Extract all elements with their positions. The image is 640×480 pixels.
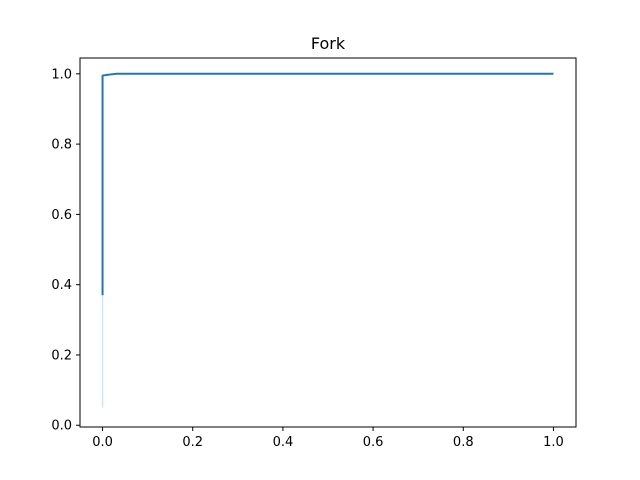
y-tick-label: 0.6	[51, 208, 72, 223]
y-tick-label: 0.8	[51, 138, 72, 153]
plot-area	[101, 72, 554, 408]
y-tick-label: 0.0	[51, 419, 72, 434]
y-tick-label: 0.2	[51, 348, 72, 363]
series-line-0	[101, 72, 554, 296]
y-tick-label: 1.0	[51, 67, 72, 82]
x-tick-label: 1.0	[543, 435, 564, 450]
axes-frame	[79, 57, 577, 428]
x-tick-label: 0.2	[182, 435, 203, 450]
x-tick-label: 0.8	[453, 435, 474, 450]
x-tick-label: 0.0	[92, 435, 113, 450]
x-tick-label: 0.4	[273, 435, 294, 450]
y-tick-label: 0.4	[51, 278, 72, 293]
y-axis: 0.0 0.2 0.4 0.6 0.8 1.0	[51, 67, 80, 434]
x-axis: 0.0 0.2 0.4 0.6 0.8 1.0	[92, 427, 564, 450]
chart-title: Fork	[311, 34, 346, 53]
x-tick-label: 0.6	[363, 435, 384, 450]
